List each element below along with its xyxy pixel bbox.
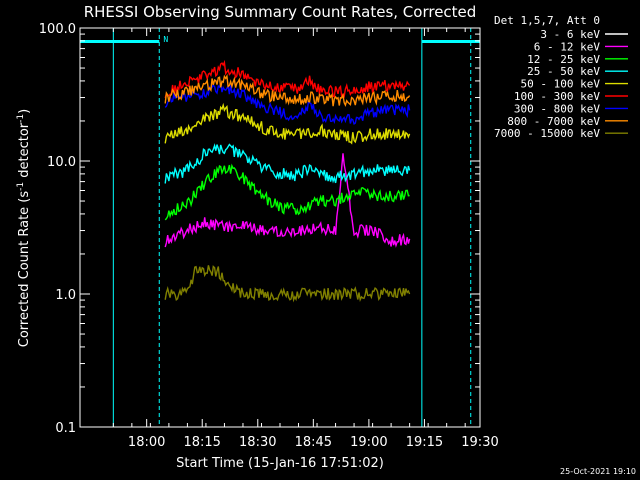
y-axis-label: Corrected Count Rate (s-1 detector-1)	[16, 109, 32, 347]
series-line-3	[164, 143, 411, 184]
series-line-4	[164, 102, 411, 145]
x-tick-label-4: 19:00	[350, 435, 387, 450]
x-axis: 18:00 18:15 18:30 18:45 19:00 19:15 19:30	[112, 28, 499, 450]
night-shade-bar-1	[421, 40, 480, 43]
series-line-7	[164, 73, 411, 108]
y-tick-label-0: 0.1	[55, 421, 76, 436]
x-tick-label-5: 19:15	[406, 435, 443, 450]
series-line-8	[164, 265, 411, 303]
series-line-6	[164, 83, 411, 125]
night-shade-layer	[80, 40, 480, 43]
x-tick-label-2: 18:30	[239, 435, 276, 450]
legend-label-3: 25 - 50 keV	[527, 65, 600, 78]
y-tick-label-1: 1.0	[55, 288, 76, 303]
series-line-5	[164, 59, 411, 100]
x-tick-label-6: 19:30	[461, 435, 498, 450]
x-axis-label: Start Time (15-Jan-16 17:51:02)	[176, 456, 384, 471]
legend-label-5: 100 - 300 keV	[514, 90, 600, 103]
x-tick-label-1: 18:15	[183, 435, 220, 450]
series-line-2	[164, 163, 410, 221]
y-axis: 0.1 1.0 10.0 100.0	[39, 22, 480, 436]
x-tick-label-3: 18:45	[295, 435, 332, 450]
series-line-0	[164, 91, 411, 127]
x-tick-label-0: 18:00	[128, 435, 165, 450]
generation-timestamp: 25-Oct-2021 19:10	[560, 467, 636, 476]
legend-label-7: 800 - 7000 keV	[507, 115, 600, 128]
legend-label-0: 3 - 6 keV	[540, 28, 600, 41]
legend-label-4: 50 - 100 keV	[521, 78, 601, 91]
legend-label-2: 12 - 25 keV	[527, 53, 600, 66]
y-tick-label-2: 10.0	[47, 155, 76, 170]
legend-label-8: 7000 - 15000 keV	[494, 127, 600, 140]
series-line-1	[164, 153, 411, 248]
legend-title: Det 1,5,7, Att 0	[494, 14, 600, 27]
series-layer	[164, 59, 411, 303]
night-marker-label: N	[163, 35, 168, 44]
legend-label-1: 6 - 12 keV	[534, 40, 601, 53]
night-shade-bar-0	[80, 40, 160, 43]
legend-label-6: 300 - 800 keV	[514, 102, 600, 115]
chart-title: RHESSI Observing Summary Count Rates, Co…	[84, 3, 477, 21]
y-tick-label-3: 100.0	[39, 22, 76, 37]
marker-layer: N	[112, 28, 472, 427]
